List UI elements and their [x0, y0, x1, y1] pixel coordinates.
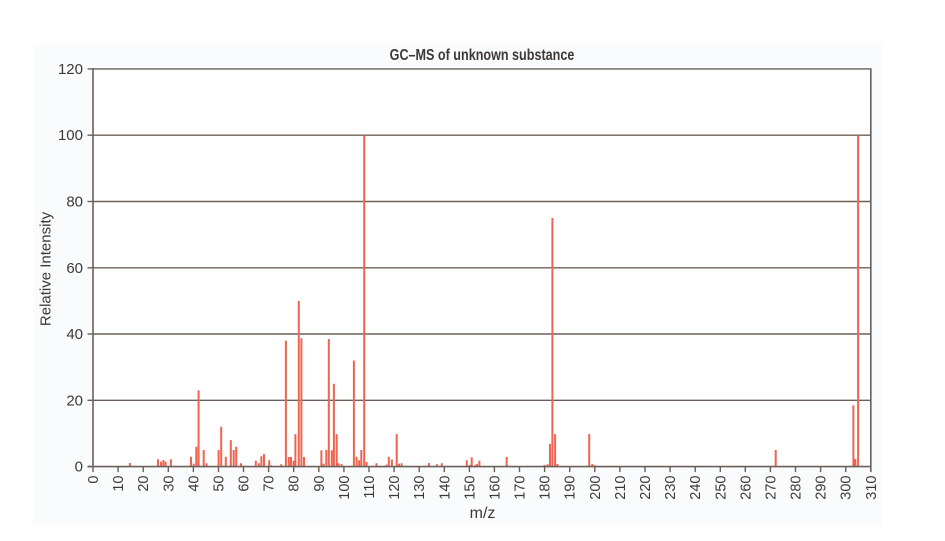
svg-text:70: 70: [262, 476, 278, 492]
svg-text:240: 240: [688, 476, 704, 500]
svg-text:200: 200: [588, 476, 604, 500]
svg-text:230: 230: [663, 476, 679, 500]
svg-text:10: 10: [111, 476, 127, 492]
svg-text:60: 60: [237, 476, 253, 492]
svg-text:0: 0: [75, 459, 83, 476]
svg-text:0: 0: [86, 476, 102, 484]
svg-text:100: 100: [337, 476, 353, 500]
svg-text:210: 210: [613, 476, 629, 500]
svg-text:300: 300: [839, 476, 855, 500]
svg-text:140: 140: [437, 476, 453, 500]
svg-text:150: 150: [462, 476, 478, 500]
svg-text:120: 120: [387, 476, 403, 500]
svg-text:310: 310: [864, 476, 880, 500]
svg-text:190: 190: [563, 476, 579, 500]
svg-text:120: 120: [58, 61, 83, 78]
svg-text:50: 50: [212, 476, 228, 492]
svg-text:80: 80: [287, 476, 303, 492]
svg-text:40: 40: [66, 326, 83, 343]
svg-text:100: 100: [58, 127, 83, 144]
svg-text:220: 220: [638, 476, 654, 500]
svg-text:60: 60: [66, 260, 83, 277]
svg-text:20: 20: [136, 476, 152, 492]
svg-text:30: 30: [161, 476, 177, 492]
svg-text:Relative Intensity: Relative Intensity: [38, 211, 55, 326]
svg-text:180: 180: [538, 476, 554, 500]
svg-text:90: 90: [312, 476, 328, 492]
svg-text:80: 80: [66, 194, 83, 211]
svg-text:110: 110: [362, 476, 378, 499]
svg-text:GC–MS of unknown substance: GC–MS of unknown substance: [390, 47, 575, 65]
svg-text:250: 250: [713, 476, 729, 500]
svg-text:40: 40: [186, 476, 202, 492]
svg-text:270: 270: [763, 476, 779, 500]
svg-text:170: 170: [513, 476, 529, 500]
svg-text:260: 260: [738, 476, 754, 500]
svg-text:20: 20: [66, 392, 83, 409]
svg-text:m/z: m/z: [470, 505, 496, 522]
svg-text:130: 130: [412, 476, 428, 500]
svg-text:290: 290: [814, 476, 830, 500]
svg-text:160: 160: [487, 476, 503, 500]
svg-text:280: 280: [789, 476, 805, 500]
